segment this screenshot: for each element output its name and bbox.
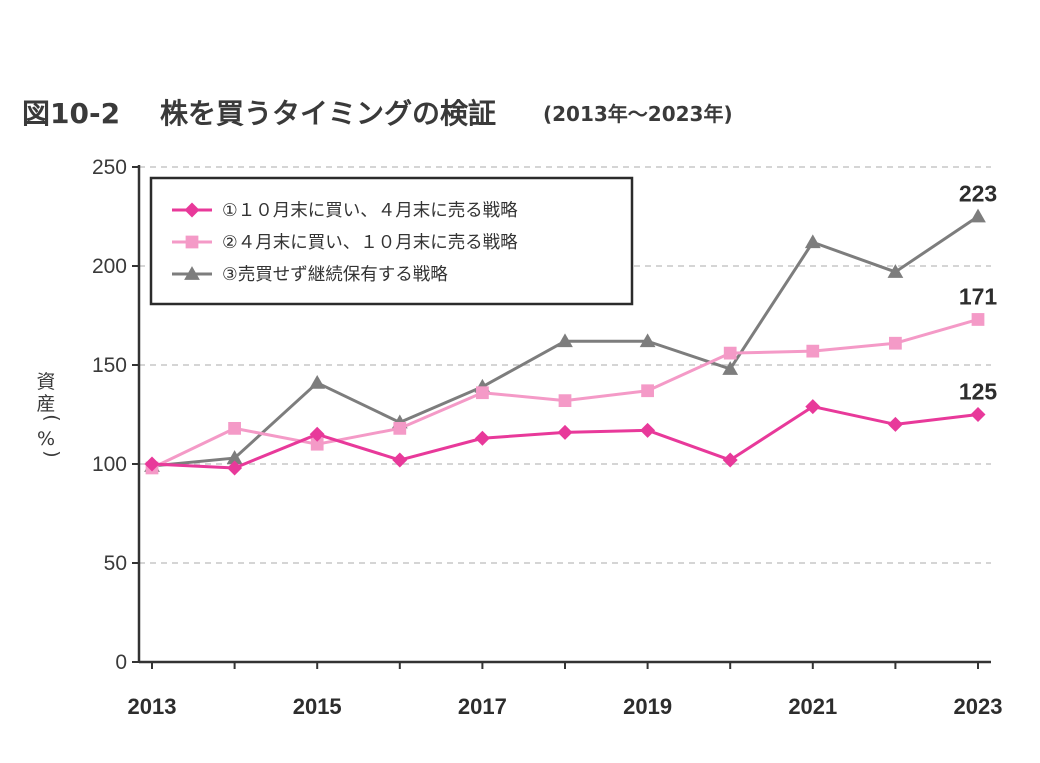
data-point [806, 344, 820, 358]
data-point [392, 452, 408, 468]
y-tick-label: 0 [115, 651, 127, 674]
x-tick-label: 2015 [293, 694, 342, 719]
data-point [476, 386, 489, 400]
y-tick-label: 100 [92, 453, 127, 476]
end-value-label-2: 171 [959, 283, 998, 309]
x-tick-labels: 2013 2015 2017 2019 2021 2023 [128, 694, 1003, 719]
gridlines [139, 166, 991, 564]
legend-marker [185, 235, 199, 249]
data-point [309, 426, 325, 442]
legend-label: ①１０月末に買い、４月末に売る戦略 [222, 201, 518, 221]
data-point [474, 430, 490, 446]
y-axis-label-char: ( [41, 414, 63, 421]
data-point [393, 421, 407, 435]
data-point [310, 437, 324, 451]
data-point [557, 424, 573, 440]
data-point [641, 384, 654, 398]
figure-number: 図10-2 [22, 97, 120, 130]
legend-marker [184, 266, 200, 280]
y-tick-label: 200 [92, 255, 127, 278]
x-tick-label: 2023 [954, 694, 1003, 719]
data-point [228, 421, 241, 435]
data-point [889, 336, 902, 350]
data-point [640, 422, 656, 438]
data-point [309, 374, 326, 389]
y-tick-label: 250 [92, 156, 127, 179]
legend-item-1: ①１０月末に買い、４月末に売る戦略 [172, 201, 518, 221]
end-value-label-1: 125 [959, 379, 998, 405]
legend-label: ③売買せず継続保有する戦略 [222, 265, 448, 285]
series [144, 208, 986, 476]
end-labels: 125 171 223 [959, 181, 998, 405]
data-point [639, 333, 656, 348]
end-value-label-3: 223 [959, 181, 997, 207]
y-axis-label-char: ) [41, 450, 63, 457]
data-point [887, 264, 904, 278]
data-point [557, 333, 573, 348]
data-point [723, 346, 737, 360]
data-point [558, 394, 572, 408]
legend-item-3: ③売買せず継続保有する戦略 [172, 265, 448, 285]
legend-marker [184, 202, 200, 218]
legend-label: ②４月末に買い、１０月末に売る戦略 [222, 233, 518, 253]
data-point [722, 361, 739, 375]
legend: ①１０月末に買い、４月末に売る戦略 ②４月末に買い、１０月末に売る戦略 ③売買せず継… [149, 176, 634, 306]
series-2 [145, 313, 985, 475]
data-point [970, 407, 986, 422]
axes [132, 165, 991, 669]
data-point [804, 234, 821, 249]
legend-item-2: ②４月末に買い、１０月末に売る戦略 [172, 233, 518, 253]
y-axis-label-char: 産 [36, 393, 55, 415]
y-tick-label: 150 [92, 354, 127, 377]
x-tick-label: 2021 [788, 694, 837, 719]
y-tick-label: 50 [104, 552, 127, 575]
x-tick-label: 2013 [128, 694, 177, 719]
data-point [971, 313, 985, 326]
chart-title-period: (2013年〜2023年) [543, 102, 733, 126]
data-point [970, 208, 986, 223]
data-point [227, 460, 243, 476]
y-axis-label: 資産(%) [36, 371, 63, 458]
x-tick-label: 2017 [458, 694, 507, 719]
data-point [805, 399, 821, 415]
data-point [887, 416, 903, 432]
chart-title: 株を買うタイミングの検証 [160, 97, 496, 130]
x-tick-label: 2019 [623, 694, 672, 719]
legend-box [149, 176, 634, 306]
series-1 [144, 399, 986, 476]
y-tick-labels: 0 50 100 150 200 250 [92, 156, 127, 674]
y-axis-label-char: 資 [36, 371, 55, 393]
y-axis-label-char: % [37, 428, 55, 450]
data-point [226, 450, 243, 464]
data-point [144, 456, 160, 472]
data-point [722, 452, 738, 468]
